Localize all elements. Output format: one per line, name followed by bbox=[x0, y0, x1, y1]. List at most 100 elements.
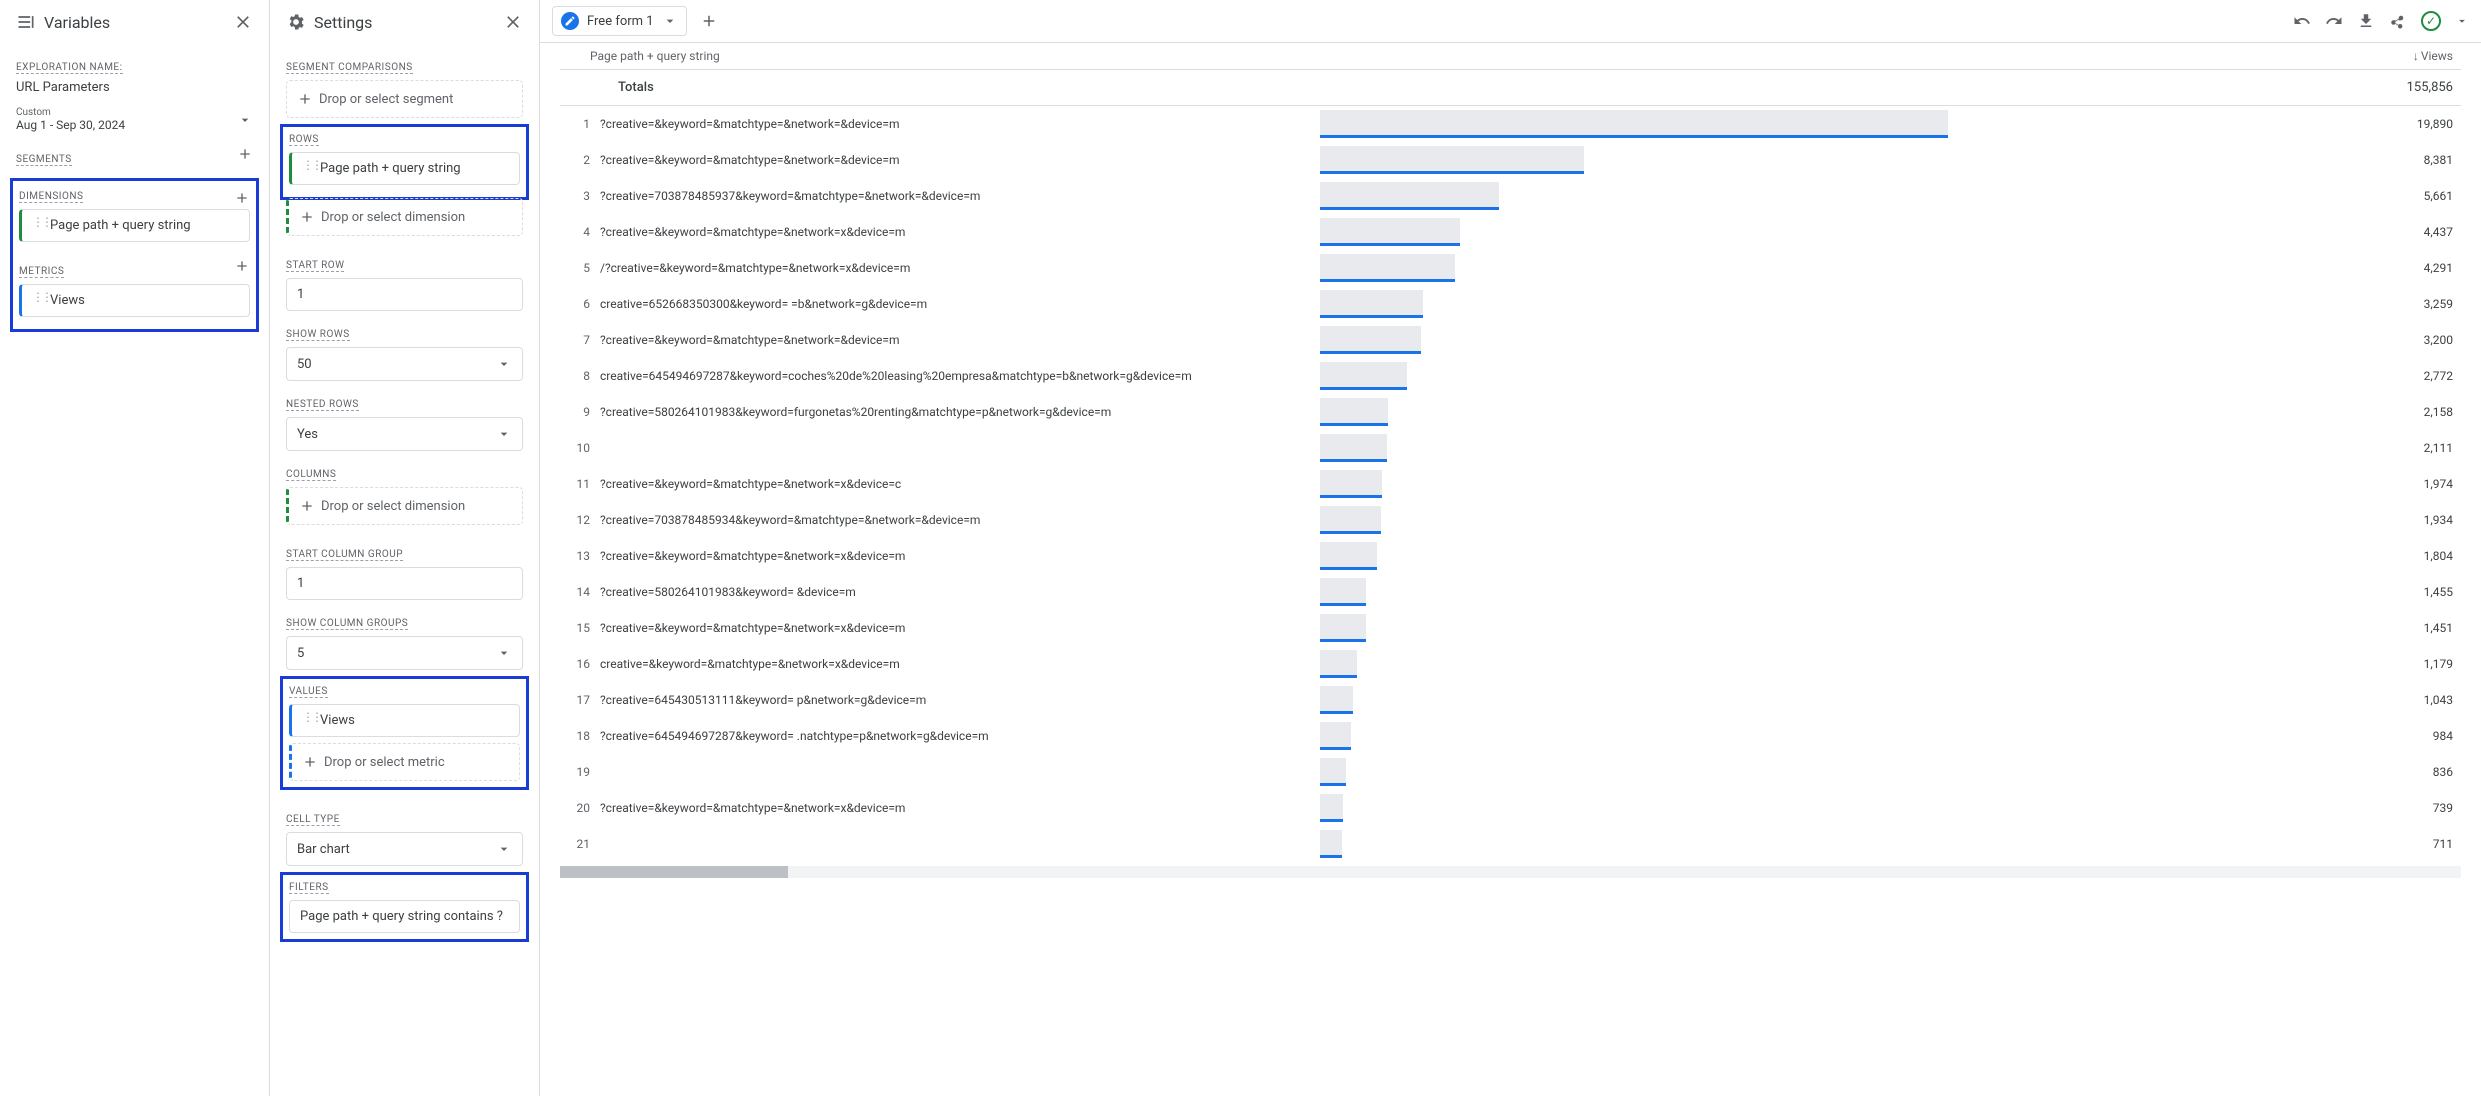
bar-bg bbox=[1320, 758, 1346, 786]
tab-freeform[interactable]: Free form 1 bbox=[552, 6, 687, 36]
table-row[interactable]: 6creative=652668350300&keyword= =b&netwo… bbox=[560, 286, 2461, 322]
close-icon[interactable] bbox=[503, 12, 523, 32]
start-row-input[interactable]: 1 bbox=[286, 278, 523, 311]
chevron-down-icon[interactable] bbox=[2455, 12, 2469, 30]
drag-handle-icon[interactable] bbox=[32, 219, 42, 233]
start-row-value: 1 bbox=[297, 287, 304, 302]
table-row[interactable]: 2?creative=&keyword=&matchtype=&network=… bbox=[560, 142, 2461, 178]
table-row[interactable]: 4?creative=&keyword=&matchtype=&network=… bbox=[560, 214, 2461, 250]
row-bar-cell: 1,934 bbox=[1320, 502, 2461, 538]
table-row[interactable]: 18?creative=645494697287&keyword= .natch… bbox=[560, 718, 2461, 754]
table-row[interactable]: 1?creative=&keyword=&matchtype=&network=… bbox=[560, 106, 2461, 142]
bar-bg bbox=[1320, 506, 1381, 534]
add-dimension-icon[interactable] bbox=[234, 190, 250, 206]
add-segment-icon[interactable] bbox=[237, 146, 253, 162]
metric-chip[interactable]: Views bbox=[19, 284, 250, 317]
date-range-picker[interactable]: Custom Aug 1 - Sep 30, 2024 bbox=[16, 103, 253, 136]
drag-handle-icon[interactable] bbox=[302, 714, 312, 728]
drag-handle-icon[interactable] bbox=[32, 294, 42, 308]
download-icon[interactable] bbox=[2357, 12, 2375, 30]
drop-dimension-label: Drop or select dimension bbox=[321, 210, 465, 225]
cell-type-select[interactable]: Bar chart bbox=[286, 832, 523, 866]
row-bar-cell: 19,890 bbox=[1320, 106, 2461, 142]
table-row[interactable]: 21711 bbox=[560, 826, 2461, 862]
row-value: 3,259 bbox=[2424, 297, 2461, 311]
nested-rows-select[interactable]: Yes bbox=[286, 417, 523, 451]
plus-icon bbox=[299, 209, 315, 225]
drop-segment-label: Drop or select segment bbox=[319, 92, 453, 107]
table-row[interactable]: 19836 bbox=[560, 754, 2461, 790]
table-row[interactable]: 8creative=645494697287&keyword=coches%20… bbox=[560, 358, 2461, 394]
table-row[interactable]: 14?creative=580264101983&keyword= &devic… bbox=[560, 574, 2461, 610]
drop-metric-zone[interactable]: Drop or select metric bbox=[289, 743, 520, 781]
filter-chip[interactable]: Page path + query string contains ? bbox=[289, 900, 520, 933]
row-index: 10 bbox=[560, 441, 600, 455]
row-value: 711 bbox=[2433, 837, 2461, 851]
chevron-down-icon[interactable] bbox=[662, 13, 678, 29]
data-rows: 1?creative=&keyword=&matchtype=&network=… bbox=[560, 106, 2461, 862]
table-row[interactable]: 17?creative=645430513111&keyword= p&netw… bbox=[560, 682, 2461, 718]
table-row[interactable]: 102,111 bbox=[560, 430, 2461, 466]
totals-row: Totals 155,856 bbox=[560, 69, 2461, 106]
table-row[interactable]: 12?creative=703878485934&keyword=&matcht… bbox=[560, 502, 2461, 538]
row-index: 14 bbox=[560, 585, 600, 599]
bar-bg bbox=[1320, 830, 1342, 858]
start-col-input[interactable]: 1 bbox=[286, 567, 523, 600]
exploration-name[interactable]: URL Parameters bbox=[16, 80, 253, 95]
drop-row-dimension-zone[interactable]: Drop or select dimension bbox=[286, 198, 523, 236]
table-row[interactable]: 9?creative=580264101983&keyword=furgonet… bbox=[560, 394, 2461, 430]
row-dimension: ?creative=645494697287&keyword= .natchty… bbox=[600, 729, 1320, 743]
status-ok-icon[interactable]: ✓ bbox=[2421, 11, 2441, 31]
bar-bg bbox=[1320, 650, 1357, 678]
table-row[interactable]: 16creative=&keyword=&matchtype=&network=… bbox=[560, 646, 2461, 682]
dim-header[interactable]: Page path + query string bbox=[560, 49, 1320, 63]
show-col-select[interactable]: 5 bbox=[286, 636, 523, 670]
values-chip[interactable]: Views bbox=[289, 704, 520, 737]
add-tab-button[interactable] bbox=[695, 7, 723, 35]
table-row[interactable]: 11?creative=&keyword=&matchtype=&network… bbox=[560, 466, 2461, 502]
redo-icon[interactable] bbox=[2325, 12, 2343, 30]
table-row[interactable]: 7?creative=&keyword=&matchtype=&network=… bbox=[560, 322, 2461, 358]
share-icon[interactable] bbox=[2389, 12, 2407, 30]
main-area: Free form 1 ✓ Page path + query string V… bbox=[540, 0, 2481, 1096]
bar-bg bbox=[1320, 290, 1423, 318]
row-index: 13 bbox=[560, 549, 600, 563]
drag-handle-icon[interactable] bbox=[302, 162, 312, 176]
row-dimension: ?creative=&keyword=&matchtype=&network=x… bbox=[600, 801, 1320, 815]
val-header[interactable]: Views bbox=[2413, 49, 2453, 63]
dimension-chip[interactable]: Page path + query string bbox=[19, 209, 250, 242]
drop-col-dimension-label: Drop or select dimension bbox=[321, 499, 465, 514]
row-value: 2,772 bbox=[2424, 369, 2461, 383]
drop-column-dimension-zone[interactable]: Drop or select dimension bbox=[286, 487, 523, 525]
close-icon[interactable] bbox=[233, 12, 253, 32]
row-bar-cell: 2,158 bbox=[1320, 394, 2461, 430]
row-value: 1,451 bbox=[2424, 621, 2461, 635]
scroll-thumb[interactable] bbox=[560, 866, 788, 878]
add-metric-icon[interactable] bbox=[234, 258, 250, 274]
plus-icon bbox=[700, 12, 718, 30]
row-value: 984 bbox=[2433, 729, 2461, 743]
rows-chip[interactable]: Page path + query string bbox=[289, 152, 520, 185]
start-col-value: 1 bbox=[297, 576, 304, 591]
bar-fg bbox=[1320, 603, 1366, 606]
table-row[interactable]: 13?creative=&keyword=&matchtype=&network… bbox=[560, 538, 2461, 574]
drop-segment-zone[interactable]: Drop or select segment bbox=[286, 80, 523, 118]
row-index: 2 bbox=[560, 153, 600, 167]
undo-icon[interactable] bbox=[2293, 12, 2311, 30]
row-bar-cell: 5,661 bbox=[1320, 178, 2461, 214]
rows-highlight: ROWS Page path + query string bbox=[280, 124, 529, 200]
horizontal-scrollbar[interactable] bbox=[560, 866, 2461, 878]
table-row[interactable]: 5/?creative=&keyword=&matchtype=&network… bbox=[560, 250, 2461, 286]
row-index: 9 bbox=[560, 405, 600, 419]
bar-bg bbox=[1320, 686, 1353, 714]
bar-fg bbox=[1320, 135, 1948, 138]
row-index: 18 bbox=[560, 729, 600, 743]
row-dimension: /?creative=&keyword=&matchtype=&network=… bbox=[600, 261, 1320, 275]
table-row[interactable]: 20?creative=&keyword=&matchtype=&network… bbox=[560, 790, 2461, 826]
table-row[interactable]: 15?creative=&keyword=&matchtype=&network… bbox=[560, 610, 2461, 646]
row-dimension: ?creative=&keyword=&matchtype=&network=x… bbox=[600, 549, 1320, 563]
row-value: 836 bbox=[2433, 765, 2461, 779]
table-row[interactable]: 3?creative=703878485937&keyword=&matchty… bbox=[560, 178, 2461, 214]
show-rows-select[interactable]: 50 bbox=[286, 347, 523, 381]
show-rows-value: 50 bbox=[297, 357, 312, 372]
